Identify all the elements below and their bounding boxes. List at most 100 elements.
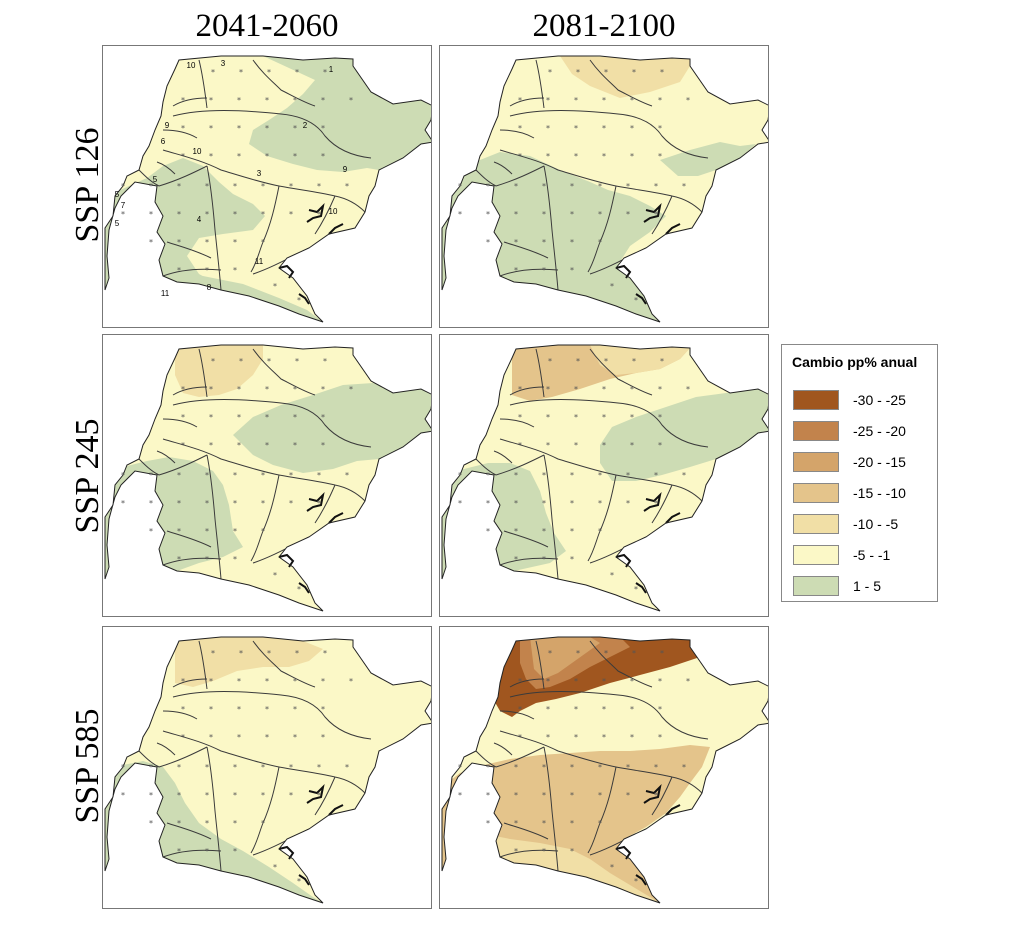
region-border	[509, 386, 545, 396]
coastline-detail	[615, 783, 681, 886]
grid-point-marker: *	[149, 210, 153, 219]
legend-label: -25 - -20	[853, 423, 906, 439]
grid-point-marker: *	[261, 819, 265, 828]
region-border	[499, 849, 559, 858]
region-border	[162, 557, 222, 566]
grid-point-marker: *	[570, 791, 574, 800]
region-number-label: 8	[207, 283, 212, 292]
grid-point-marker: *	[626, 471, 630, 480]
region-border	[172, 386, 208, 396]
grid-point-marker: *	[626, 499, 630, 508]
grid-point-marker: *	[317, 210, 321, 219]
legend-swatch	[793, 452, 839, 472]
legend-label: -30 - -25	[853, 392, 906, 408]
grid-point-marker: *	[542, 238, 546, 247]
grid-point-marker: *	[546, 733, 550, 742]
precip-zone	[660, 142, 756, 176]
grid-point-marker: *	[177, 210, 181, 219]
grid-point-marker: *	[570, 266, 574, 275]
region-border	[172, 399, 372, 448]
grid-point-marker: *	[233, 238, 237, 247]
grid-point-marker: *	[205, 210, 209, 219]
grid-point-marker: *	[261, 238, 265, 247]
grid-point-marker: *	[630, 705, 634, 714]
grid-point-marker: *	[209, 385, 213, 394]
region-border	[509, 678, 545, 688]
grid-point-marker: *	[598, 527, 602, 536]
grid-point-marker: *	[265, 385, 269, 394]
map-panel-ssp585-2041-2060: * * * * * * * * * * * * * * * * * * * * * * * * * * * * * * * * * * * * * * * *…	[102, 626, 432, 909]
grid-point-marker: *	[682, 763, 686, 772]
grid-point-marker: *	[574, 152, 578, 161]
grid-point-marker: *	[317, 471, 321, 480]
grid-point-marker: *	[181, 124, 185, 133]
grid-point-marker: *	[323, 68, 327, 77]
precip-zone	[163, 272, 323, 322]
grid-point-marker: *	[321, 152, 325, 161]
grid-point-marker: *	[293, 705, 297, 714]
grid-point-marker: *	[297, 585, 301, 594]
grid-point-marker: *	[205, 266, 209, 275]
region-border	[499, 710, 535, 720]
grid-point-marker: *	[658, 677, 662, 686]
map-panel-ssp126-2081-2100: * * * * * * * * * * * * * * * * * * * * * * * * * * * * * * * * * * * * * * * *…	[439, 45, 769, 328]
region-border	[252, 59, 316, 107]
grid-point-marker: *	[658, 152, 662, 161]
region-border	[158, 165, 208, 187]
grid-point-marker: *	[149, 471, 153, 480]
map-panel-ssp245-2081-2100: * * * * * * * * * * * * * * * * * * * * * * * * * * * * * * * * * * * * * * * *…	[439, 334, 769, 617]
grid-point-marker: *	[233, 182, 237, 191]
grid-point-marker: *	[121, 182, 125, 191]
grid-point-marker: *	[574, 677, 578, 686]
grid-point-marker: *	[546, 441, 550, 450]
legend-item: -5 - -1	[793, 544, 890, 566]
grid-point-marker: *	[233, 499, 237, 508]
legend-label: 1 - 5	[853, 578, 882, 594]
grid-point-marker: *	[273, 282, 277, 291]
grid-point-marker: *	[237, 413, 241, 422]
region-border	[495, 165, 545, 187]
grid-point-marker: *	[570, 471, 574, 480]
grid-point-marker: *	[121, 210, 125, 219]
grid-point-marker: *	[289, 182, 293, 191]
grid-point-marker: *	[233, 791, 237, 800]
grid-point-marker: *	[177, 182, 181, 191]
legend-item: -15 - -10	[793, 482, 906, 504]
grid-point-marker: *	[574, 96, 578, 105]
grid-point-marker: *	[233, 847, 237, 856]
grid-point-marker: *	[149, 791, 153, 800]
grid-point-marker: *	[121, 471, 125, 480]
grid-point-marker: *	[458, 763, 462, 772]
grid-point-marker: *	[598, 210, 602, 219]
grid-point-marker: *	[630, 441, 634, 450]
grid-point-marker: *	[261, 471, 265, 480]
grid-point-marker: *	[658, 441, 662, 450]
grid-point-marker: *	[211, 68, 215, 77]
grid-point-marker: *	[295, 68, 299, 77]
region-border	[166, 530, 212, 548]
map-outline	[441, 636, 768, 904]
grid-point-marker: *	[574, 385, 578, 394]
grid-point-marker: *	[349, 96, 353, 105]
grid-point-marker: *	[233, 210, 237, 219]
grid-point-marker: *	[514, 847, 518, 856]
grid-point-marker: *	[486, 210, 490, 219]
grid-point-marker: *	[261, 182, 265, 191]
grid-point-marker: *	[458, 210, 462, 219]
grid-point-marker: *	[486, 238, 490, 247]
region-number-label: 7	[121, 201, 126, 210]
grid-point-marker: *	[181, 413, 185, 422]
legend-swatch	[793, 576, 839, 596]
grid-point-marker: *	[542, 763, 546, 772]
grid-point-marker: *	[570, 238, 574, 247]
grid-point-marker: *	[658, 124, 662, 133]
grid-point-marker: *	[514, 471, 518, 480]
region-border	[651, 776, 673, 816]
grid-point-marker: *	[289, 471, 293, 480]
region-border	[172, 678, 208, 688]
region-number-label: 1	[329, 65, 334, 74]
region-border	[509, 110, 709, 159]
grid-point-marker: *	[239, 649, 243, 658]
grid-point-marker: *	[654, 182, 658, 191]
grid-point-marker: *	[518, 385, 522, 394]
